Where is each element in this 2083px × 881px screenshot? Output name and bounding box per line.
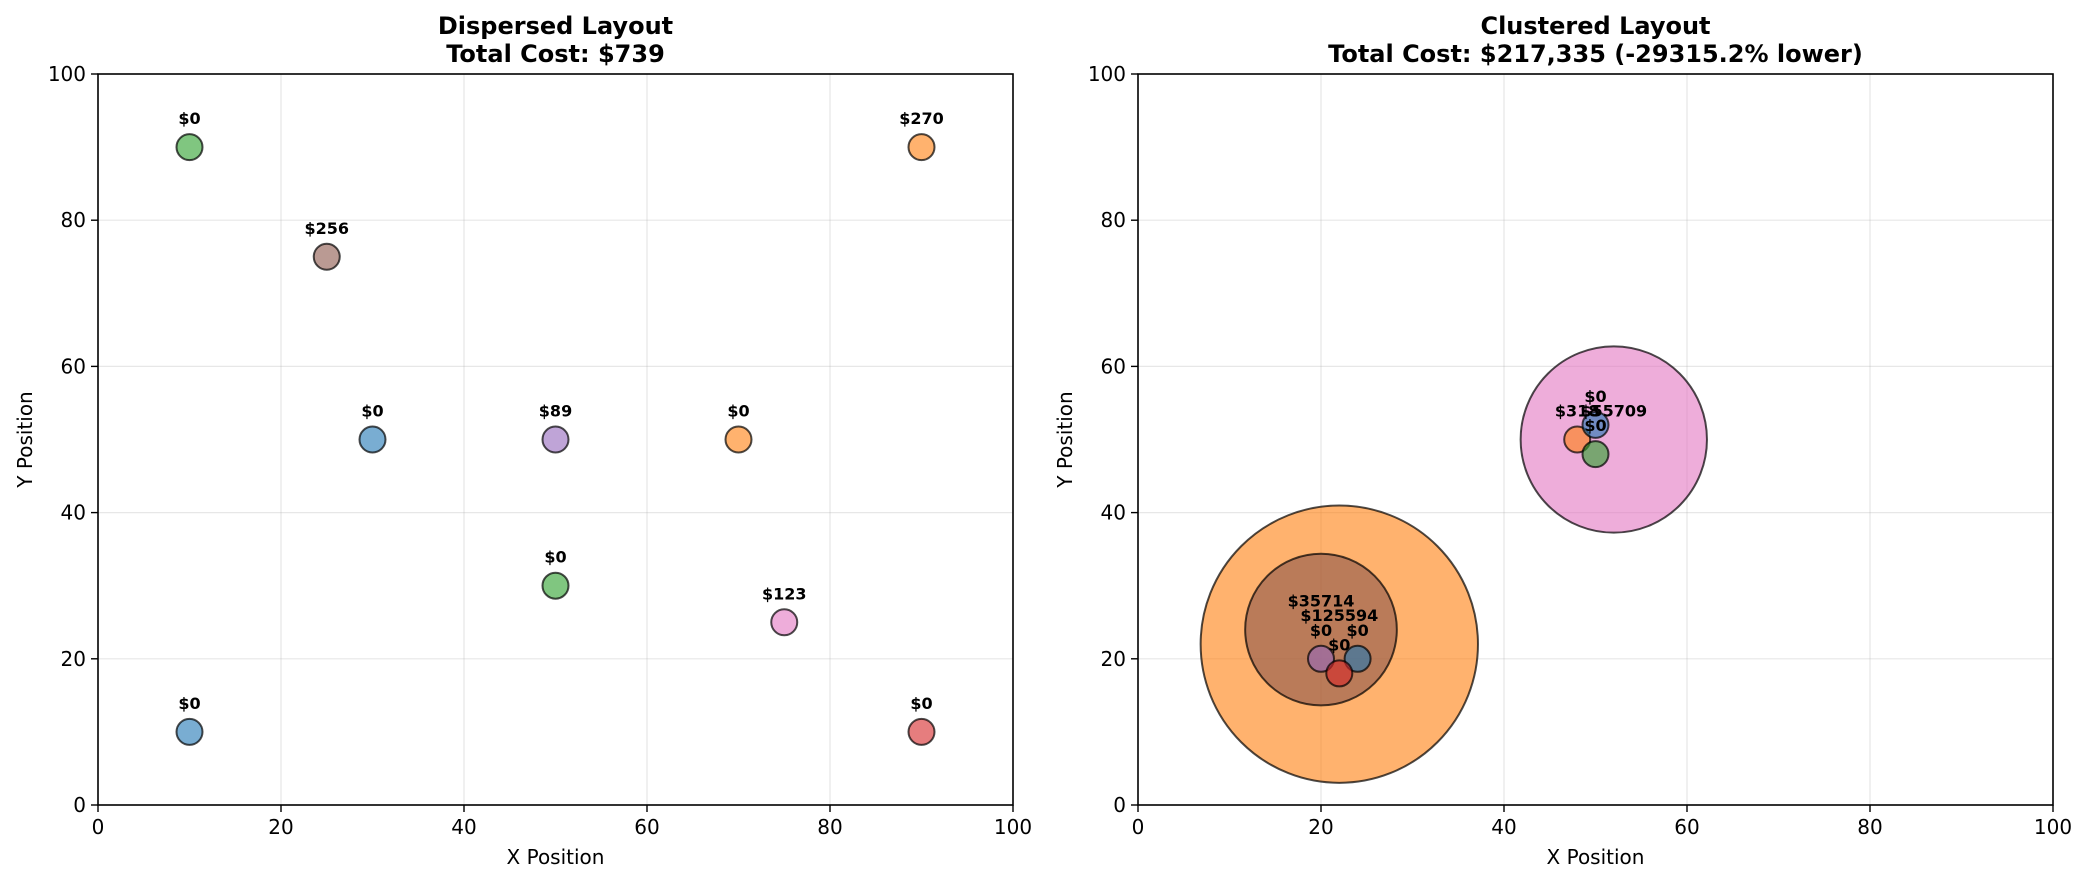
- data-point: [1325, 659, 1354, 688]
- data-point: [541, 425, 570, 454]
- y-tick-label: 100: [48, 62, 86, 86]
- point-label: $0: [1328, 635, 1350, 654]
- point-label: $55709: [1580, 402, 1647, 421]
- x-tick-label: 100: [994, 815, 1032, 839]
- y-tick-label: 80: [1101, 208, 1126, 232]
- data-point: [1343, 644, 1372, 673]
- y-axis-label: Y Position: [13, 391, 37, 488]
- data-point: [1563, 425, 1592, 454]
- data-point: [1519, 345, 1708, 534]
- point-label: $0: [361, 402, 383, 421]
- point-label: $123: [762, 584, 807, 603]
- x-tick-label: 80: [817, 815, 842, 839]
- x-axis-label: X Position: [507, 845, 605, 869]
- point-label: $0: [1310, 621, 1332, 640]
- x-axis-label: X Position: [1547, 845, 1645, 869]
- x-tick-label: 60: [634, 815, 659, 839]
- y-tick-label: 20: [61, 647, 86, 671]
- x-tick-label: 40: [1491, 815, 1516, 839]
- x-tick-label: 0: [92, 815, 105, 839]
- point-label: $256: [304, 219, 349, 238]
- data-point: [1307, 644, 1335, 673]
- y-tick-label: 60: [61, 354, 86, 378]
- data-point: [1581, 410, 1610, 439]
- data-point: [907, 717, 936, 746]
- point-label: $0: [910, 694, 932, 713]
- chart-title: Clustered Layout: [1480, 12, 1710, 40]
- data-point: [770, 608, 799, 637]
- y-tick-label: 80: [61, 208, 86, 232]
- chart-subtitle: Total Cost: $217,335 (-29315.2% lower): [1328, 40, 1863, 68]
- data-point: [175, 717, 204, 746]
- data-point: [907, 133, 936, 162]
- data-point: [358, 425, 387, 454]
- data-point: [312, 242, 341, 271]
- point-label: $0: [178, 109, 200, 128]
- x-tick-label: 20: [1308, 815, 1333, 839]
- point-label: $0: [178, 694, 200, 713]
- y-tick-label: 60: [1101, 354, 1126, 378]
- y-tick-label: 40: [1101, 501, 1126, 525]
- data-point: [1581, 440, 1610, 469]
- point-label: $0: [544, 548, 566, 567]
- x-tick-label: 100: [2034, 815, 2072, 839]
- point-label: $0: [727, 402, 749, 421]
- x-tick-label: 20: [268, 815, 293, 839]
- data-point: [541, 571, 570, 600]
- point-label: $0: [1584, 416, 1606, 435]
- x-tick-label: 80: [1857, 815, 1882, 839]
- plot-frame: [1137, 73, 2054, 806]
- y-axis-label: Y Position: [1053, 391, 1077, 488]
- points: [1199, 345, 1708, 784]
- y-tick-label: 0: [73, 793, 86, 817]
- points: [175, 133, 936, 746]
- point-label: $89: [539, 402, 572, 421]
- chart-subtitle: Total Cost: $739: [446, 40, 665, 68]
- chart-title: Dispersed Layout: [438, 12, 673, 40]
- point-label: $0: [1346, 621, 1368, 640]
- x-tick-label: 0: [1132, 815, 1145, 839]
- y-tick-label: 20: [1101, 647, 1126, 671]
- point-label: $270: [899, 109, 944, 128]
- data-point: [724, 425, 753, 454]
- y-tick-label: 100: [1088, 62, 1126, 86]
- x-tick-label: 60: [1674, 815, 1699, 839]
- point-label: $0: [1584, 387, 1606, 406]
- data-point: [175, 133, 204, 162]
- y-tick-label: 0: [1113, 793, 1126, 817]
- point-label: $125594: [1300, 606, 1378, 625]
- point-label: $318: [1555, 402, 1600, 421]
- y-tick-label: 40: [61, 501, 86, 525]
- plot-frame: [97, 73, 1014, 806]
- point-label: $35714: [1288, 592, 1355, 611]
- x-tick-label: 40: [451, 815, 476, 839]
